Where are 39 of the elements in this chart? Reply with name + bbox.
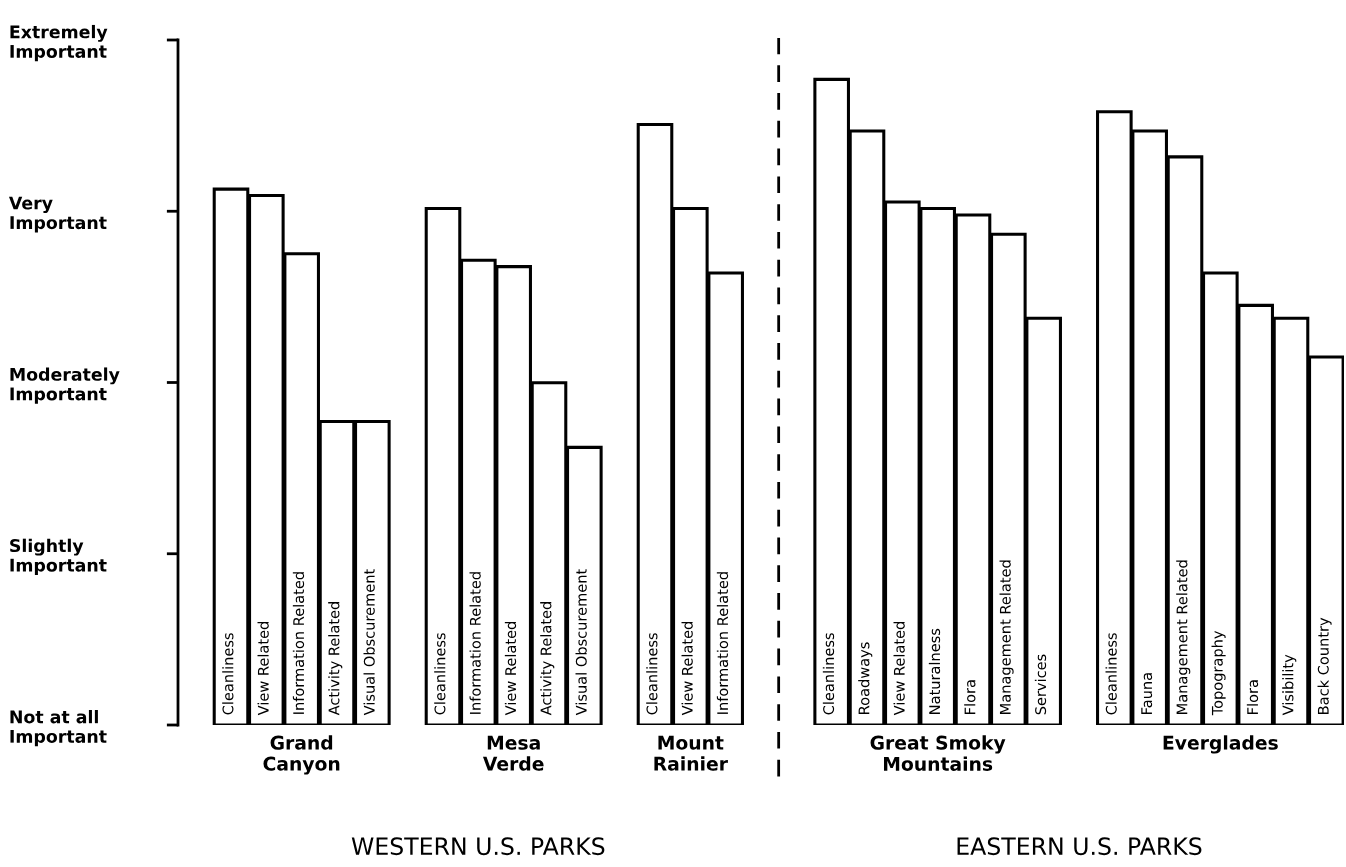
x-tick-label: Information Related	[716, 572, 729, 714]
x-tick-label: Information Related	[469, 572, 481, 714]
x-tick-label: Cleanliness	[434, 633, 446, 715]
text: Very Important	[8, 196, 107, 233]
x-tick-label: Visual Obscurement	[363, 569, 375, 716]
series-label: Everglades	[1163, 735, 1278, 754]
series-label: Mount Rainier	[654, 735, 728, 771]
text: Slightly Important	[10, 538, 107, 576]
text: Extremely Important	[10, 24, 108, 62]
x-tick-label: Visual Obscurement	[575, 569, 587, 716]
text: WESTERN U.S. PARKS	[351, 837, 605, 856]
series-label: Mesa Verde	[482, 735, 544, 771]
x-tick-label: Flora	[1246, 680, 1259, 714]
x-tick-label: Management Related	[1176, 560, 1191, 714]
text: Moderately Important	[10, 367, 120, 404]
x-tick-label: Cleanliness	[1105, 633, 1117, 715]
x-tick-label: Fauna	[1141, 673, 1153, 714]
series-label: Grand Canyon	[263, 735, 340, 775]
text: Not at all Important	[10, 710, 107, 747]
x-tick-label: Flora	[964, 680, 976, 714]
x-tick-label: View Related	[504, 622, 517, 716]
series-label: Great Smoky Mountains	[870, 735, 1006, 771]
x-tick-label: Activity Related	[540, 602, 555, 716]
x-tick-label: Naturalness	[928, 628, 941, 714]
x-tick-label: View Related	[893, 622, 905, 716]
x-tick-label: Cleanliness	[646, 633, 658, 715]
x-tick-label: Topography	[1211, 630, 1226, 716]
x-tick-label: Services	[1034, 654, 1047, 715]
x-tick-label: Management Related	[999, 560, 1014, 714]
x-tick-label: Roadways	[858, 642, 873, 714]
text: EASTERN U.S. PARKS	[957, 837, 1202, 856]
x-tick-label: View Related	[681, 622, 693, 716]
x-tick-label: Back Country	[1317, 617, 1332, 714]
x-tick-label: Cleanliness	[222, 633, 234, 715]
x-tick-label: Visibility	[1282, 654, 1297, 716]
x-tick-label: Information Related	[292, 572, 305, 714]
x-tick-label: Cleanliness	[822, 633, 835, 715]
x-tick-label: Activity Related	[328, 602, 343, 716]
x-tick-label: View Related	[257, 622, 269, 716]
